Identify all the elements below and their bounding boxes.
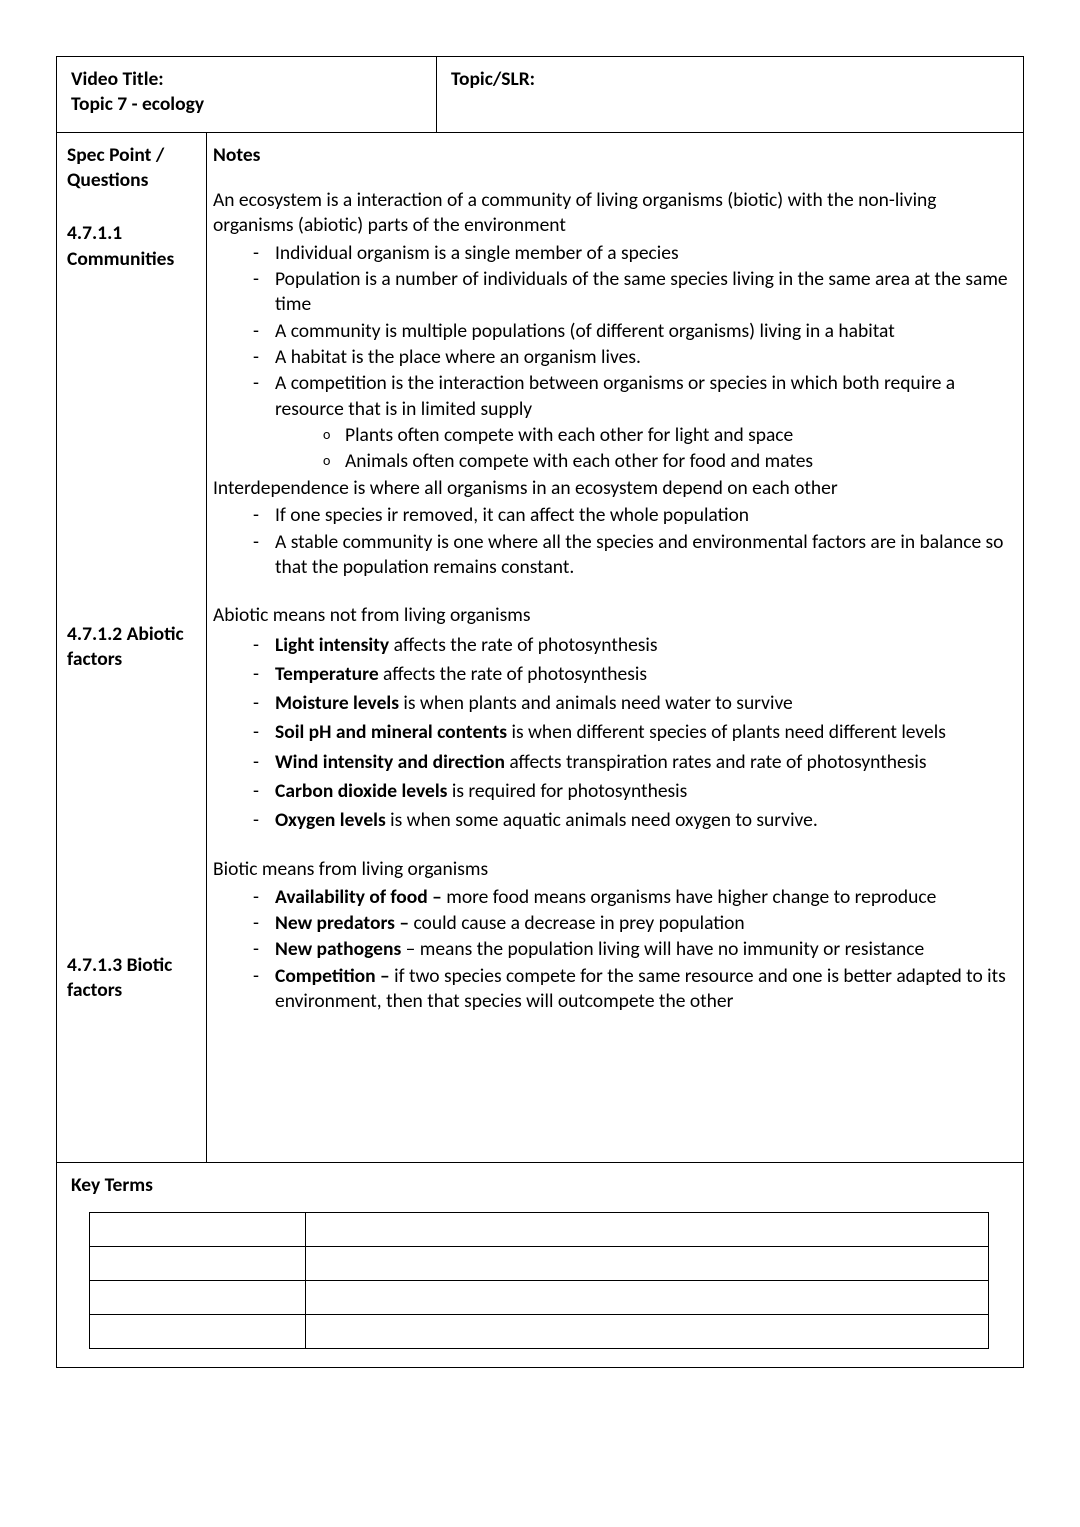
table-cell xyxy=(305,1247,989,1281)
list-item: Carbon dioxide levels is required for ph… xyxy=(253,777,1009,805)
item-rest: is when plants and animals need water to… xyxy=(399,691,793,715)
list-item: New predators – could cause a decrease i… xyxy=(253,911,1009,936)
header-row: Video Title: Topic 7 - ecology Topic/SLR… xyxy=(57,57,1023,133)
table-row xyxy=(90,1315,989,1349)
video-title-cell: Video Title: Topic 7 - ecology xyxy=(57,57,437,132)
topic-slr-label: Topic/SLR: xyxy=(451,67,535,91)
list-item: Light intensity affects the rate of phot… xyxy=(253,631,1009,659)
communities-list: Individual organism is a single member o… xyxy=(253,241,1009,475)
list-item: Population is a number of individuals of… xyxy=(253,267,1009,318)
list-item: Animals often compete with each other fo… xyxy=(323,449,1009,474)
competition-sublist: Plants often compete with each other for… xyxy=(323,423,1009,475)
spec-heading: Spec Point / Questions xyxy=(67,143,196,194)
list-item: Moisture levels is when plants and anima… xyxy=(253,689,1009,717)
notes-heading: Notes xyxy=(213,143,1009,168)
bold-term: New pathogens xyxy=(275,937,401,961)
spec-point-2: 4.7.1.2 Abiotic factors xyxy=(67,622,196,673)
spec-point-3: 4.7.1.3 Biotic factors xyxy=(67,953,196,1004)
item-rest: affects transpiration rates and rate of … xyxy=(505,750,927,774)
bold-term: Carbon dioxide levels xyxy=(275,779,447,803)
bold-term: New predators – xyxy=(275,911,413,935)
item-rest: is required for photosynthesis xyxy=(447,779,687,803)
notes-column: Notes An ecosystem is a interaction of a… xyxy=(207,133,1023,1162)
table-row xyxy=(90,1281,989,1315)
bold-term: Soil pH and mineral contents xyxy=(275,720,507,744)
topic-slr-cell: Topic/SLR: xyxy=(437,57,1023,132)
list-item-text: A competition is the interaction between… xyxy=(275,371,955,420)
item-rest: affects the rate of photosynthesis xyxy=(389,633,657,657)
bold-term: Wind intensity and direction xyxy=(275,750,505,774)
item-rest: more food means organisms have higher ch… xyxy=(446,885,936,909)
bold-term: Oxygen levels xyxy=(275,808,386,832)
list-item: Competition – if two species compete for… xyxy=(253,964,1009,1015)
list-item: Wind intensity and direction affects tra… xyxy=(253,748,1009,776)
table-cell xyxy=(90,1247,306,1281)
table-row xyxy=(90,1247,989,1281)
abiotic-list: Light intensity affects the rate of phot… xyxy=(253,631,1009,835)
bold-term: Availability of food – xyxy=(275,885,446,909)
item-rest: is when different species of plants need… xyxy=(507,720,946,744)
item-rest: affects the rate of photosynthesis xyxy=(379,662,647,686)
list-item: A habitat is the place where an organism… xyxy=(253,345,1009,370)
bold-term: Competition – xyxy=(275,964,394,988)
list-item: Soil pH and mineral contents is when dif… xyxy=(253,718,1009,746)
interdependence-list: If one species ir removed, it can affect… xyxy=(253,503,1009,580)
list-item: Plants often compete with each other for… xyxy=(323,423,1009,448)
key-terms-section: Key Terms xyxy=(57,1163,1023,1367)
bold-term: Temperature xyxy=(275,662,379,686)
table-cell xyxy=(305,1315,989,1349)
list-item: A competition is the interaction between… xyxy=(253,371,1009,474)
table-cell xyxy=(90,1213,306,1247)
item-rest: – means the population living will have … xyxy=(401,937,924,961)
list-item: If one species ir removed, it can affect… xyxy=(253,503,1009,528)
item-rest: is when some aquatic animals need oxygen… xyxy=(386,808,818,832)
biotic-intro: Biotic means from living organisms xyxy=(213,857,1009,882)
table-cell xyxy=(305,1213,989,1247)
table-cell xyxy=(305,1281,989,1315)
list-item: A community is multiple populations (of … xyxy=(253,319,1009,344)
item-rest: could cause a decrease in prey populatio… xyxy=(413,911,744,935)
list-item: Individual organism is a single member o… xyxy=(253,241,1009,266)
list-item: A stable community is one where all the … xyxy=(253,530,1009,581)
biotic-list: Availability of food – more food means o… xyxy=(253,885,1009,1015)
key-terms-heading: Key Terms xyxy=(71,1173,1009,1198)
list-item: Oxygen levels is when some aquatic anima… xyxy=(253,806,1009,834)
ecosystem-intro: An ecosystem is a interaction of a commu… xyxy=(213,188,1009,239)
bold-term: Light intensity xyxy=(275,633,389,657)
key-terms-table xyxy=(89,1212,989,1349)
table-cell xyxy=(90,1315,306,1349)
worksheet-frame: Video Title: Topic 7 - ecology Topic/SLR… xyxy=(56,56,1024,1368)
video-title-label: Video Title: xyxy=(71,67,422,92)
list-item: Temperature affects the rate of photosyn… xyxy=(253,660,1009,688)
main-row: Spec Point / Questions 4.7.1.1 Communiti… xyxy=(57,133,1023,1163)
interdependence-para: Interdependence is where all organisms i… xyxy=(213,476,1009,501)
list-item: Availability of food – more food means o… xyxy=(253,885,1009,910)
list-item: New pathogens – means the population liv… xyxy=(253,937,1009,962)
abiotic-intro: Abiotic means not from living organisms xyxy=(213,603,1009,628)
spec-column: Spec Point / Questions 4.7.1.1 Communiti… xyxy=(57,133,207,1162)
video-title-value: Topic 7 - ecology xyxy=(71,92,422,117)
spec-point-1: 4.7.1.1 Communities xyxy=(67,221,196,272)
table-row xyxy=(90,1213,989,1247)
table-cell xyxy=(90,1281,306,1315)
bold-term: Moisture levels xyxy=(275,691,399,715)
